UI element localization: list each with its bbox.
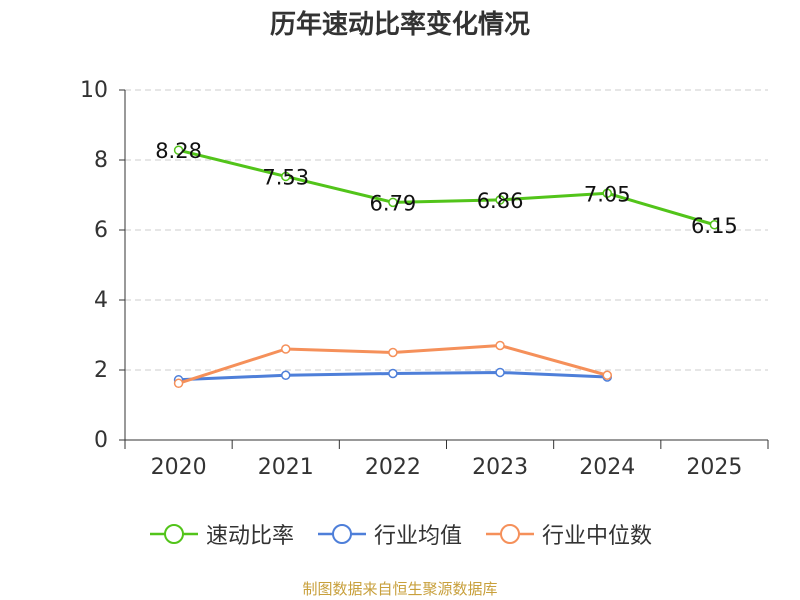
legend-marker-industry-mean bbox=[317, 524, 366, 544]
series-line-0 bbox=[178, 148, 715, 227]
data-label-0-2021: 7.53 bbox=[262, 165, 309, 189]
y-tick-label-6: 6 bbox=[94, 218, 108, 243]
chart-title: 历年速动比率变化情况 bbox=[269, 10, 530, 40]
data-point-2-2020 bbox=[173, 378, 184, 389]
x-tick-label-2024: 2024 bbox=[579, 455, 635, 480]
data-point-1-2021 bbox=[281, 370, 291, 380]
legend-label-quick-ratio: 速动比率 bbox=[205, 524, 294, 549]
legend-label-industry-median: 行业中位数 bbox=[542, 524, 653, 549]
data-point-1-2022 bbox=[388, 368, 398, 379]
data-point-2-2024 bbox=[602, 370, 612, 380]
x-tick-label-2020: 2020 bbox=[151, 455, 207, 480]
data-label-0-2022: 6.79 bbox=[370, 191, 417, 215]
x-tick-label-2023: 2023 bbox=[472, 455, 528, 480]
data-point-2-2023 bbox=[495, 340, 505, 351]
legend-label-industry-mean: 行业均值 bbox=[373, 524, 462, 549]
legend-item-industry-mean[interactable]: 行业均值 bbox=[316, 518, 462, 550]
data-point-0-2021 bbox=[281, 171, 291, 182]
y-tick-label-2: 2 bbox=[94, 358, 108, 383]
legend-item-industry-median[interactable]: 行业中位数 bbox=[484, 518, 652, 550]
data-point-2-2021 bbox=[281, 344, 291, 354]
data-point-0-2020 bbox=[173, 145, 184, 155]
data-point-0-2025 bbox=[709, 220, 720, 230]
data-label-0-2024: 7.05 bbox=[584, 182, 631, 206]
legend-marker-quick-ratio bbox=[149, 524, 198, 544]
legend-item-quick-ratio[interactable]: 速动比率 bbox=[148, 518, 294, 550]
y-tick-label-0: 0 bbox=[94, 428, 108, 453]
data-point-0-2023 bbox=[495, 195, 505, 205]
legend: 速动比率 行业均值 行业中位数 bbox=[0, 518, 800, 550]
x-tick-label-2021: 2021 bbox=[258, 455, 314, 480]
data-label-0-2023: 6.86 bbox=[477, 189, 524, 213]
y-tick-label-10: 10 bbox=[80, 78, 108, 103]
x-tick-label-2025: 2025 bbox=[686, 455, 742, 480]
y-tick-label-4: 4 bbox=[94, 288, 108, 313]
data-point-0-2022 bbox=[388, 197, 398, 208]
data-point-2-2022 bbox=[388, 347, 398, 358]
data-label-0-2025: 6.15 bbox=[691, 214, 738, 238]
source-note: 制图数据来自恒生聚源数据库 bbox=[302, 580, 498, 598]
data-point-1-2023 bbox=[495, 367, 505, 378]
data-point-0-2024 bbox=[602, 188, 612, 198]
legend-marker-industry-median bbox=[486, 524, 534, 544]
data-label-0-2020: 8.28 bbox=[155, 139, 202, 163]
y-tick-label-8: 8 bbox=[94, 148, 108, 173]
x-tick-label-2022: 2022 bbox=[365, 455, 421, 480]
